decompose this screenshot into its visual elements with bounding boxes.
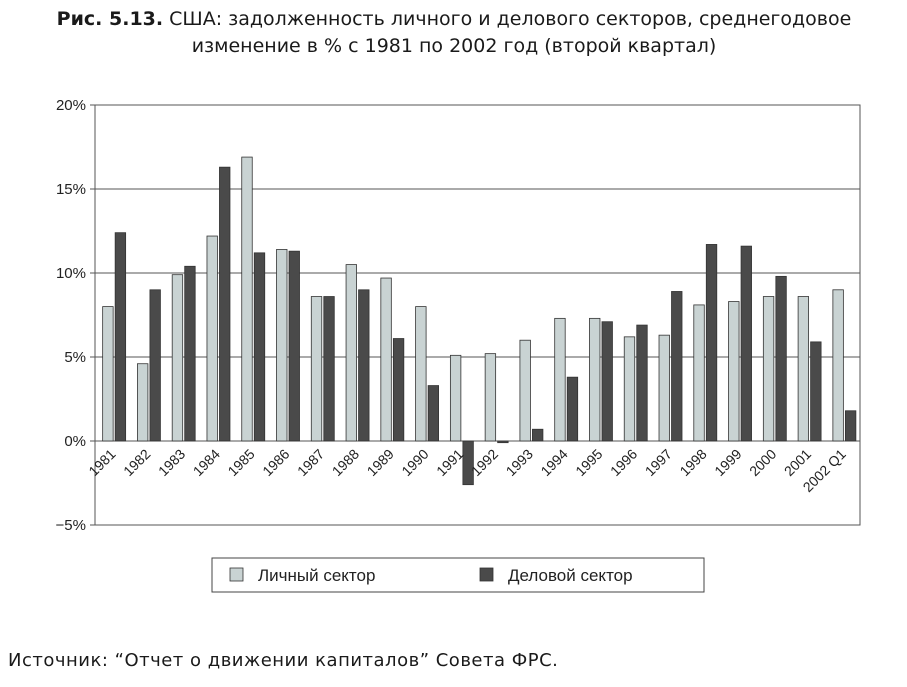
source-note: Источник: “Отчет о движении капиталов” С… xyxy=(8,650,559,671)
bar-personal-sector xyxy=(415,306,427,442)
bar-business-sector xyxy=(358,289,370,442)
bar-business-sector xyxy=(740,245,752,442)
bar-personal-sector xyxy=(797,296,810,442)
y-tick-label: 10% xyxy=(56,265,86,282)
bar-personal-sector xyxy=(589,317,601,442)
y-tick-label: −5% xyxy=(56,517,86,534)
bar-business-sector xyxy=(462,440,474,486)
bar-business-sector xyxy=(810,341,822,442)
bar-business-sector xyxy=(636,324,648,442)
bar-chart: −5%0%5%10%15%20%1981 1982 1983 1984 1985 1986… xyxy=(56,97,861,593)
y-tick-label: 0% xyxy=(64,433,86,450)
bar-business-sector xyxy=(392,338,405,442)
bar-business-sector xyxy=(323,296,335,442)
legend-swatch-business xyxy=(479,567,494,582)
bar-personal-sector xyxy=(171,274,184,442)
y-tick-label: 20% xyxy=(56,97,86,114)
figure-label: Рис. 5.13. xyxy=(56,8,164,30)
bar-personal-sector xyxy=(137,363,149,442)
legend-label-personal: Личный сектор xyxy=(258,566,375,585)
bar-business-sector xyxy=(532,428,544,442)
bar-business-sector xyxy=(149,289,161,442)
figure-caption: Рис. 5.13. США: задолженность личного и … xyxy=(8,6,900,60)
legend-label-business: Деловой сектор xyxy=(508,566,633,585)
bar-business-sector xyxy=(253,252,266,442)
bar-personal-sector xyxy=(484,353,497,442)
bar-personal-sector xyxy=(276,249,288,442)
bar-business-sector xyxy=(184,265,196,442)
bar-personal-sector xyxy=(658,334,670,442)
bar-personal-sector xyxy=(310,296,323,442)
bar-personal-sector xyxy=(345,264,357,442)
y-tick-label: 5% xyxy=(64,349,86,366)
bar-business-sector xyxy=(705,244,718,442)
bar-business-sector xyxy=(427,385,440,442)
caption-title: США: задолженность личного и делового се… xyxy=(169,8,852,30)
bar-personal-sector xyxy=(693,304,705,442)
bar-business-sector xyxy=(566,376,579,442)
bar-business-sector xyxy=(775,275,787,442)
bar-personal-sector xyxy=(241,156,253,442)
bar-business-sector xyxy=(844,410,857,442)
bar-business-sector xyxy=(114,232,127,442)
bar-personal-sector xyxy=(832,289,844,442)
bar-personal-sector xyxy=(102,306,114,442)
bar-personal-sector xyxy=(380,277,392,442)
bar-personal-sector xyxy=(762,296,775,442)
bar-business-sector xyxy=(288,250,300,442)
caption-line-1: Рис. 5.13. США: задолженность личного и … xyxy=(8,6,900,33)
bar-business-sector xyxy=(219,166,231,442)
bar-business-sector xyxy=(671,291,683,442)
caption-line-2: изменение в % с 1981 по 2002 год (второй… xyxy=(191,35,717,57)
bar-personal-sector xyxy=(206,235,218,442)
bar-personal-sector xyxy=(554,317,566,442)
bar-personal-sector xyxy=(519,339,531,442)
legend-box xyxy=(211,557,705,593)
bar-personal-sector xyxy=(728,301,740,442)
legend-swatch-personal xyxy=(229,567,244,582)
y-tick-label: 15% xyxy=(56,181,86,198)
bar-business-sector xyxy=(497,440,509,444)
bar-personal-sector xyxy=(623,336,636,442)
bar-business-sector xyxy=(601,321,613,442)
bar-personal-sector xyxy=(449,354,462,442)
